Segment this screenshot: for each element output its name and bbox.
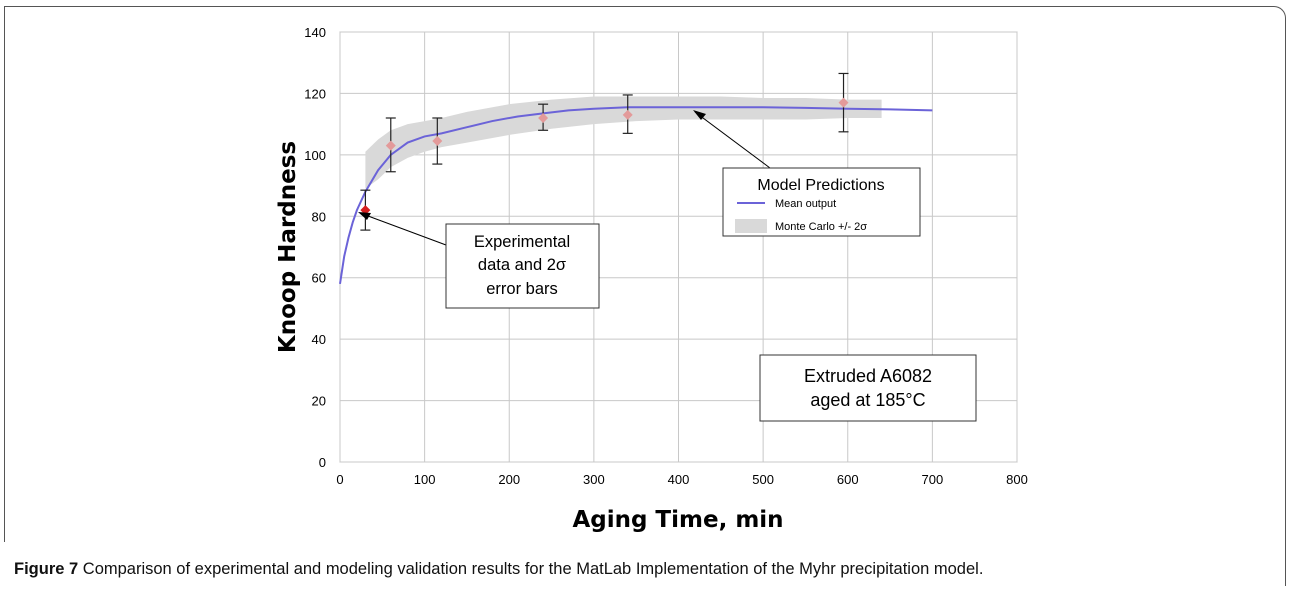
model-legend-title: Model Predictions — [757, 177, 884, 194]
figure-frame-left-edge — [4, 6, 5, 542]
material-annotation: Extruded A6082 aged at 185°C — [759, 354, 977, 422]
x-tick-label: 700 — [922, 472, 944, 487]
experimental-series — [360, 72, 849, 231]
experimental-point — [432, 136, 443, 147]
figure-frame — [4, 6, 1286, 586]
legend-band-label: Monte Carlo +/- 2σ — [775, 221, 867, 233]
mean-output-series — [339, 106, 933, 285]
mean-output-line — [339, 106, 933, 285]
experimental-arrow-line — [359, 212, 447, 246]
figure-caption-text: Comparison of experimental and modeling … — [78, 560, 984, 578]
y-tick-label: 0 — [319, 455, 326, 470]
experimental-annotation-box — [445, 223, 600, 309]
experimental-point — [838, 97, 849, 108]
figure-caption: Figure 7 Comparison of experimental and … — [14, 560, 983, 579]
x-axis-label: Aging Time, min — [572, 507, 783, 533]
experimental-annotation-line-2: data and 2σ — [478, 256, 566, 274]
legend-band-swatch — [735, 219, 767, 233]
y-tick-label: 100 — [304, 148, 326, 163]
model-arrow-head — [693, 110, 706, 120]
x-tick-label: 200 — [498, 472, 520, 487]
material-annotation-line-1: Extruded A6082 — [804, 366, 932, 386]
material-annotation-box — [759, 354, 977, 422]
y-tick-label: 140 — [304, 25, 326, 40]
experimental-annotation-line-3: error bars — [486, 280, 558, 298]
legend-mean-label: Mean output — [775, 198, 836, 210]
experimental-point — [622, 109, 633, 120]
x-tick-label: 400 — [668, 472, 690, 487]
y-tick-labels: 0 20 40 60 80 100 120 140 — [304, 25, 326, 470]
x-tick-label: 600 — [837, 472, 859, 487]
x-tick-label: 0 — [336, 472, 343, 487]
monte-carlo-band — [365, 96, 882, 189]
x-tick-label: 800 — [1006, 472, 1028, 487]
x-tick-label: 100 — [414, 472, 436, 487]
y-tick-label: 40 — [312, 332, 326, 347]
y-axis-label: Knoop Hardness — [275, 141, 301, 353]
monte-carlo-band-area — [365, 96, 882, 189]
experimental-annotation-line-1: Experimental — [474, 233, 570, 251]
x-tick-label: 500 — [752, 472, 774, 487]
y-tick-label: 80 — [312, 209, 326, 224]
figure-caption-label: Figure 7 — [14, 560, 79, 578]
x-tick-label: 300 — [583, 472, 605, 487]
y-tick-label: 20 — [312, 394, 326, 409]
experimental-annotation: Experimental data and 2σ error bars — [358, 212, 600, 309]
model-arrow-line — [694, 111, 771, 169]
experimental-arrow-head — [358, 212, 371, 220]
experimental-point — [538, 113, 549, 123]
y-tick-label: 60 — [312, 271, 326, 286]
y-tick-label: 120 — [304, 86, 326, 101]
experimental-point — [385, 140, 396, 151]
material-annotation-line-2: aged at 185°C — [810, 390, 925, 410]
x-tick-labels: 0 100 200 300 400 500 600 700 800 — [336, 472, 1027, 487]
model-predictions-legend: Model Predictions Mean output Monte Carl… — [693, 110, 921, 237]
